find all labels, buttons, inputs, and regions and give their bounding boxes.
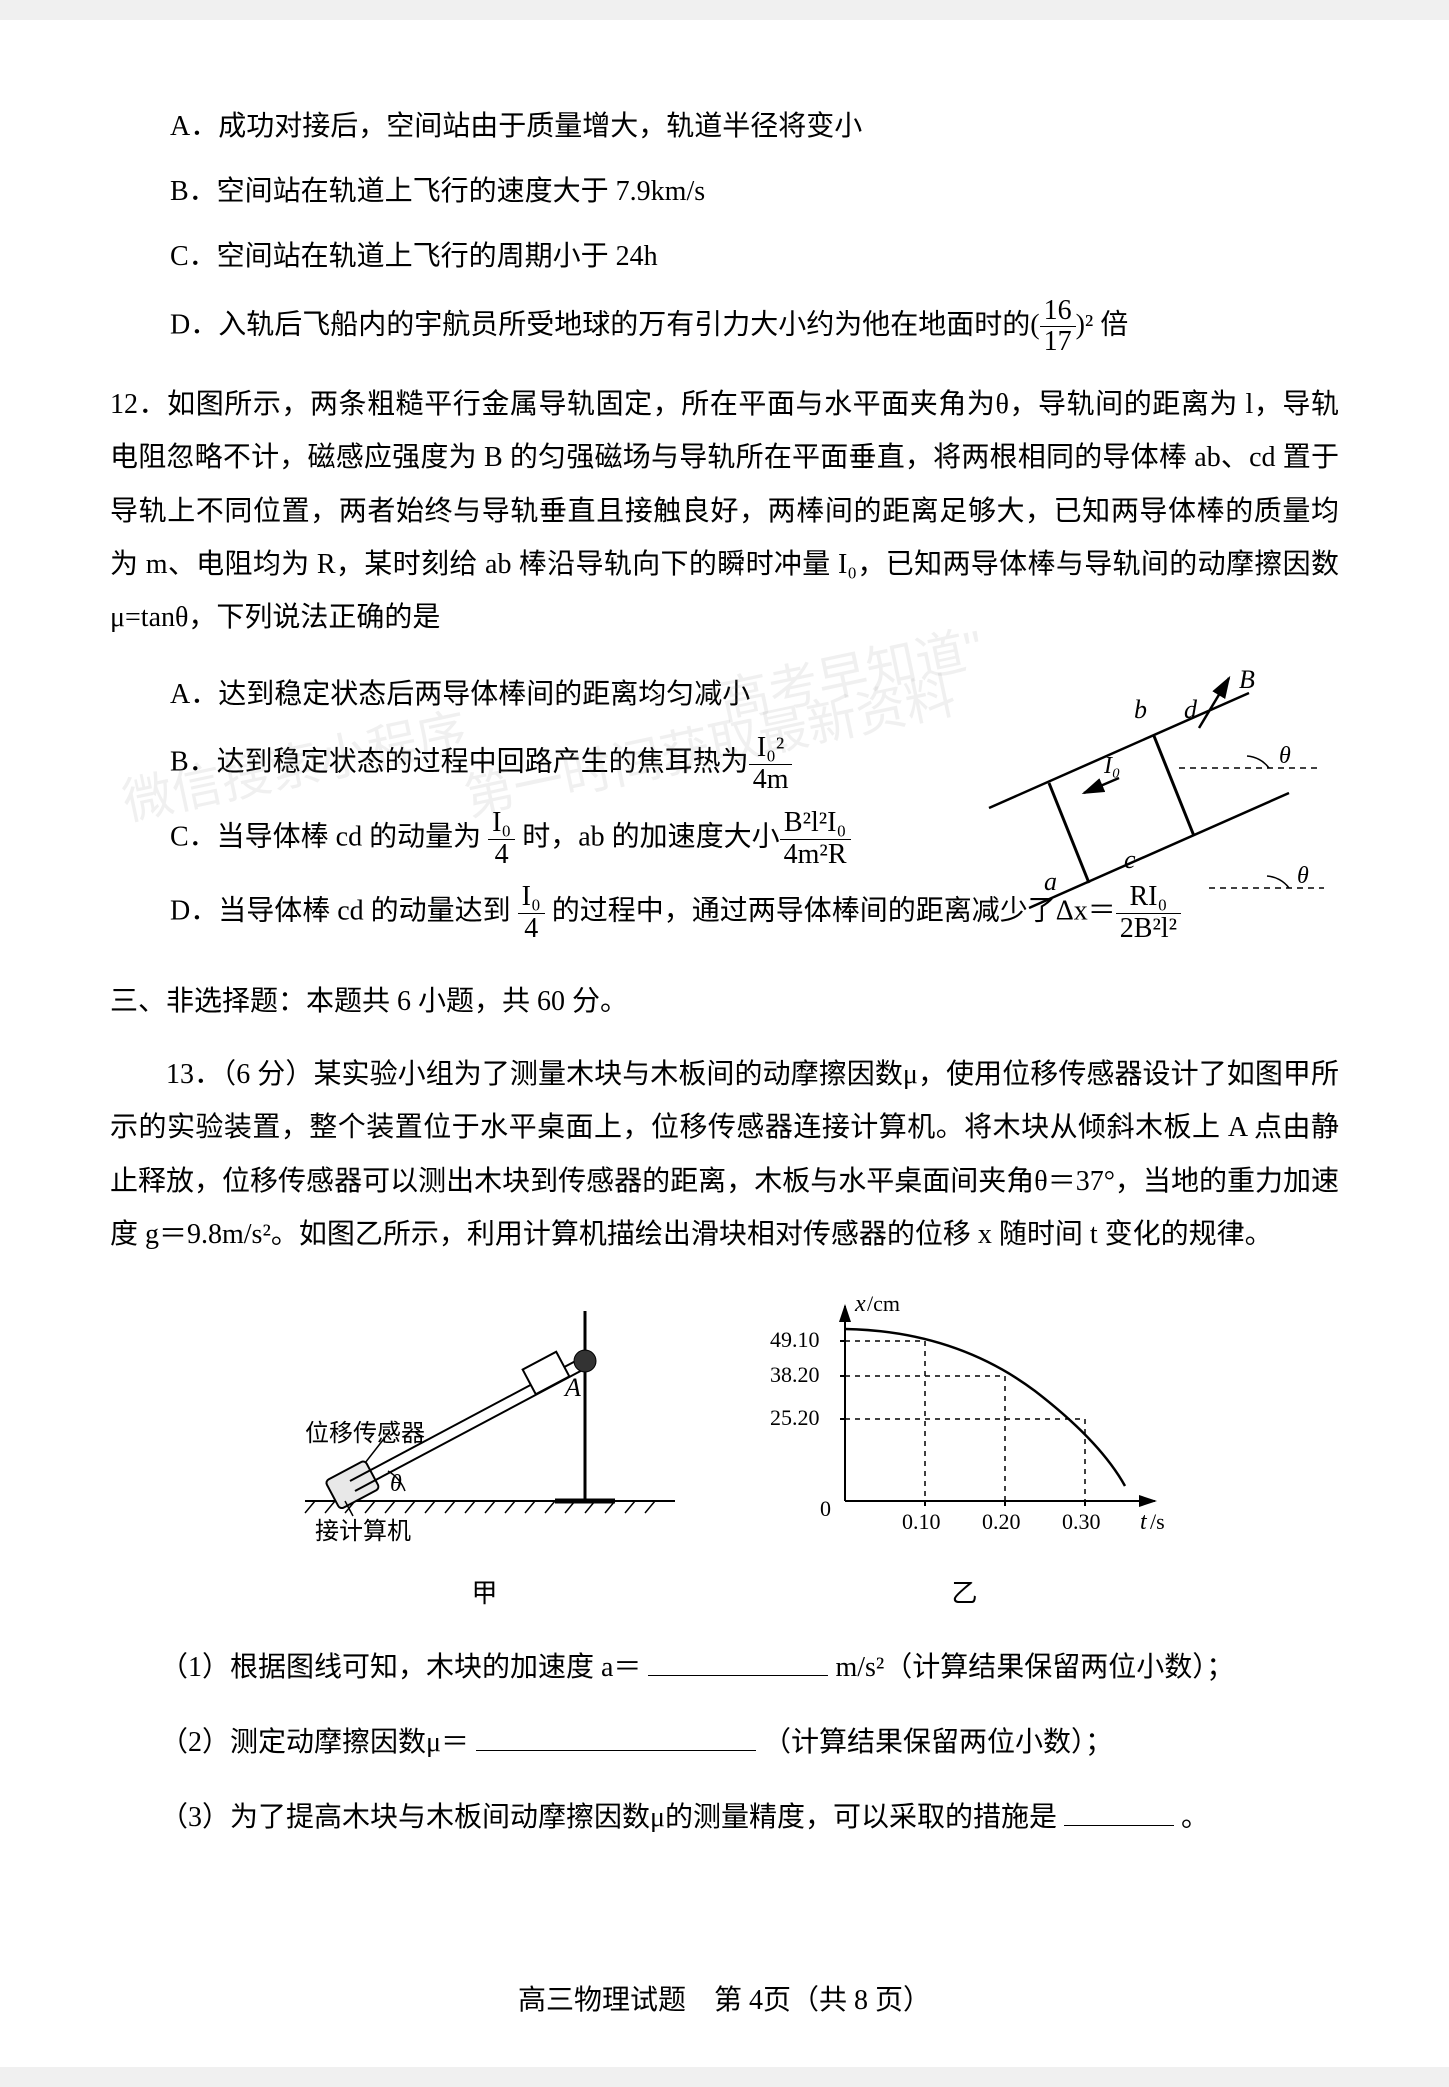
q11-option-d: D．入轨后飞船内的宇航员所受地球的万有引力大小约为他在地面时的(1617)² 倍 (170, 296, 1339, 359)
q12-options-area: A．达到稳定状态后两导体棒间的距离均匀减小 B．达到稳定状态的过程中回路产生的焦… (110, 668, 1339, 945)
q12-c-mid: 时，ab 的加速度大小 (515, 822, 779, 853)
svg-text:/s: /s (1150, 1509, 1165, 1534)
svg-text:0.10: 0.10 (902, 1509, 941, 1534)
lbl-c: c (1124, 845, 1136, 874)
lbl-a: a (1044, 867, 1057, 896)
svg-text:0: 0 (820, 1496, 831, 1521)
lbl-B: B (1239, 668, 1255, 694)
svg-text:/cm: /cm (867, 1291, 900, 1316)
svg-text:0.30: 0.30 (1062, 1509, 1101, 1534)
q11-d-suffix: )² 倍 (1076, 309, 1129, 340)
svg-text:t: t (1140, 1509, 1148, 1535)
q13-figures: A θ 位移传感器 接计算机 甲 (110, 1291, 1339, 1619)
frac-den: 4 (488, 840, 515, 871)
fraction: I₀4 (488, 808, 515, 871)
frac-den: 4m (749, 765, 793, 796)
fraction: I₀²4m (749, 733, 793, 796)
lbl-theta1: θ (1279, 743, 1291, 769)
lbl-I0: I₀ (1103, 753, 1120, 779)
q13-body: 13．（6 分）某实验小组为了测量木块与木板间的动摩擦因数μ，使用位移传感器设计… (110, 1048, 1339, 1261)
fraction: B²l²I₀4m²R (780, 808, 851, 871)
fraction: 1617 (1040, 296, 1076, 359)
lbl-d: d (1184, 695, 1198, 724)
blank-input[interactable] (648, 1642, 828, 1676)
svg-text:49.10: 49.10 (770, 1327, 820, 1352)
frac-den: 4 (518, 914, 545, 945)
frac-den: 4m²R (780, 840, 851, 871)
lbl-computer: 接计算机 (315, 1518, 411, 1545)
fig-a-caption: 甲 (275, 1569, 695, 1618)
svg-text:x: x (854, 1291, 866, 1317)
page-footer: 高三物理试题 第 4页（共 8 页） (0, 1974, 1449, 2027)
q11-option-b: B．空间站在轨道上飞行的速度大于 7.9km/s (170, 165, 1339, 218)
q12-d-prefix: D．当导体棒 cd 的动量达到 (170, 896, 518, 927)
frac-den: 17 (1040, 327, 1076, 358)
frac-num: I₀² (749, 733, 793, 765)
fraction: I₀4 (518, 882, 545, 945)
q13-sub3-suf: 。 (1181, 1802, 1209, 1833)
fig-b-caption: 乙 (755, 1569, 1175, 1618)
q12: 12．如图所示，两条粗糙平行金属导轨固定，所在平面与水平面夹角为θ，导轨间的距离… (110, 378, 1339, 644)
lbl-sensor: 位移传感器 (305, 1420, 425, 1447)
q13-sub3: （3）为了提高木块与木板间动摩擦因数μ的测量精度，可以采取的措施是 。 (160, 1791, 1339, 1844)
q13-fig-a: A θ 位移传感器 接计算机 甲 (275, 1291, 695, 1619)
frac-num: 16 (1040, 296, 1076, 328)
q13-sub3-pre: （3）为了提高木块与木板间动摩擦因数μ的测量精度，可以采取的措施是 (160, 1802, 1057, 1833)
q11-d-prefix: D．入轨后飞船内的宇航员所受地球的万有引力大小约为他在地面时的( (170, 309, 1040, 340)
lbl-b: b (1134, 695, 1147, 724)
q13-prefix: 13．（6 分） (166, 1059, 313, 1090)
blank-input[interactable] (1064, 1792, 1174, 1826)
q13-sub2-pre: （2）测定动摩擦因数μ＝ (160, 1727, 469, 1758)
svg-text:38.20: 38.20 (770, 1362, 820, 1387)
q13-fig-b: 49.10 38.20 25.20 0 0.10 0.20 0.30 (755, 1291, 1175, 1619)
section-3-title: 三、非选择题：本题共 6 小题，共 60 分。 (110, 975, 1339, 1028)
svg-text:A: A (563, 1373, 581, 1402)
blank-input[interactable] (476, 1717, 756, 1751)
frac-num: I₀ (518, 882, 545, 914)
svg-text:25.20: 25.20 (770, 1405, 820, 1430)
q13-sub2: （2）测定动摩擦因数μ＝ （计算结果保留两位小数）； (160, 1716, 1339, 1769)
q13-sub1: （1）根据图线可知，木块的加速度 a＝ m/s²（计算结果保留两位小数）； (160, 1641, 1339, 1694)
q13-sub1-unit: m/s²（计算结果保留两位小数）； (835, 1652, 1234, 1683)
svg-text:0.20: 0.20 (982, 1509, 1021, 1534)
lbl-theta2: θ (1297, 863, 1309, 889)
q12-b-prefix: B．达到稳定状态的过程中回路产生的焦耳热为 (170, 747, 749, 778)
q11-option-a: A．成功对接后，空间站由于质量增大，轨道半径将变小 (170, 100, 1339, 153)
q13-sub2-suf: （计算结果保留两位小数）； (763, 1727, 1113, 1758)
q12-c-prefix: C．当导体棒 cd 的动量为 (170, 822, 488, 853)
q12-figure: b d B a c I₀ θ θ (949, 668, 1329, 948)
frac-num: I₀ (488, 808, 515, 840)
exam-page: A．成功对接后，空间站由于质量增大，轨道半径将变小 B．空间站在轨道上飞行的速度… (0, 20, 1449, 2067)
frac-num: B²l²I₀ (780, 808, 851, 840)
q11-option-c: C．空间站在轨道上飞行的周期小于 24h (170, 230, 1339, 283)
svg-text:θ: θ (390, 1471, 402, 1497)
q13-sub1-pre: （1）根据图线可知，木块的加速度 a＝ (160, 1652, 641, 1683)
